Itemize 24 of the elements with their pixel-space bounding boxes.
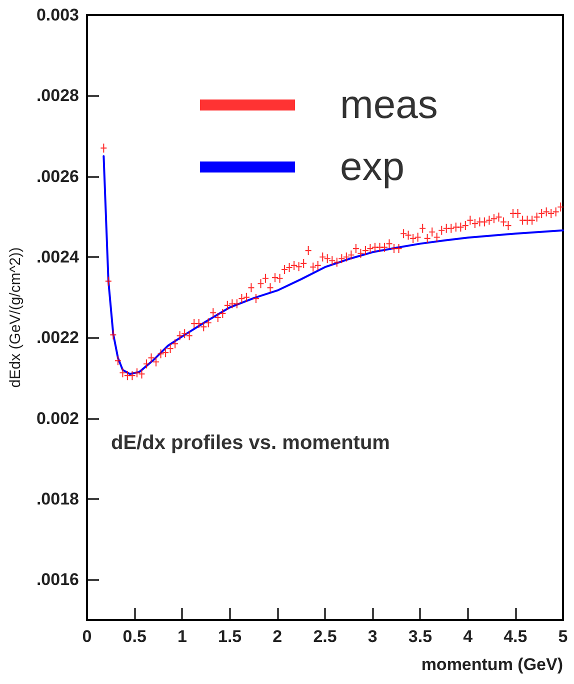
y-tick-label: .0018 xyxy=(36,490,79,508)
x-tick-label: 0 xyxy=(82,627,92,646)
y-tick-label: .0028 xyxy=(36,86,79,106)
y-tick-label: .0022 xyxy=(36,328,79,348)
legend-label: meas xyxy=(340,83,438,127)
x-tick-label: 0.5 xyxy=(122,627,146,646)
x-tick-label: 4.5 xyxy=(504,627,528,646)
y-tick-label: .0016 xyxy=(36,570,79,590)
y-axis-title: dEdx (GeV/(g/cm^2)) xyxy=(7,247,24,388)
x-tick-label: 4 xyxy=(463,627,474,646)
y-tick-label: 0.002 xyxy=(36,408,79,428)
y-tick-label: .0024 xyxy=(36,248,80,266)
x-tick-label: 5 xyxy=(558,627,568,646)
x-axis-title: momentum (GeV) xyxy=(421,655,563,674)
x-tick-label: 2.5 xyxy=(313,627,337,646)
x-tick-label: 1.5 xyxy=(218,627,242,646)
y-tick-label: 0.003 xyxy=(36,6,79,24)
legend-label: exp xyxy=(340,145,404,189)
x-tick-label: 3.5 xyxy=(408,627,432,646)
x-tick-label: 2 xyxy=(272,627,282,646)
y-tick-label: .0026 xyxy=(36,166,79,186)
x-tick-label: 3 xyxy=(368,627,378,646)
x-tick-label: 1 xyxy=(177,627,187,646)
text: dE/dx profiles vs. momentum xyxy=(111,432,390,454)
